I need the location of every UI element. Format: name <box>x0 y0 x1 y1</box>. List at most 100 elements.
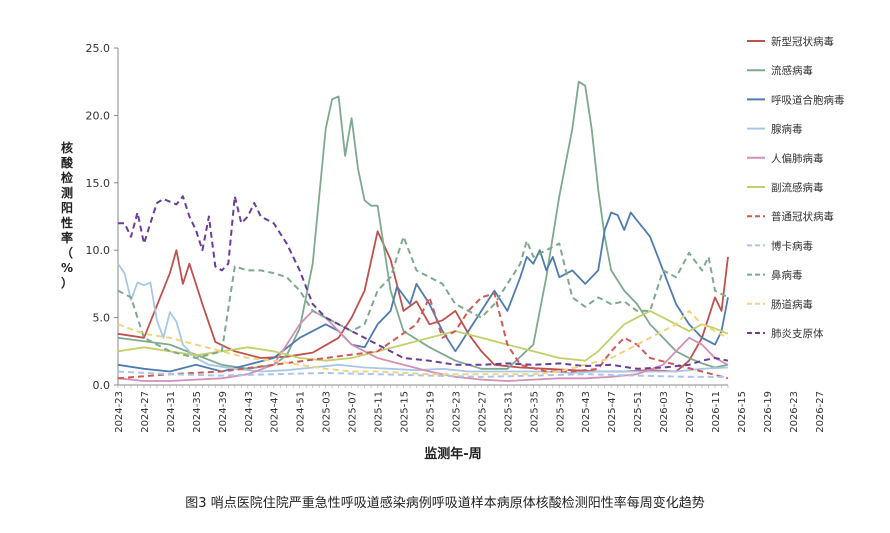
legend-label: 呼吸道合胞病毒 <box>771 93 845 106</box>
x-tick: 2026-15 <box>737 391 748 433</box>
x-tick-label: 2025-47 <box>607 391 618 433</box>
y-axis-label-char: 率 <box>61 230 73 245</box>
x-tick-label: 2024-27 <box>140 391 151 433</box>
x-tick-label: 2025-35 <box>529 391 540 433</box>
y-tick-label: 25.0 <box>86 42 111 55</box>
legend-label: 新型冠状病毒 <box>771 35 834 48</box>
y-axis-label-char: 检 <box>61 170 73 185</box>
x-tick-label: 2025-51 <box>633 391 644 433</box>
x-tick: 2025-27 <box>477 391 488 433</box>
series-line <box>118 195 729 370</box>
x-tick: 2025-43 <box>581 391 592 433</box>
x-axis-label: 监测年-周 <box>424 446 481 462</box>
legend-label: 博卡病毒 <box>771 239 813 252</box>
x-tick: 2025-51 <box>633 391 644 433</box>
x-tick-label: 2025-23 <box>451 391 462 433</box>
x-tick: 2025-39 <box>555 391 566 433</box>
series-line <box>117 211 729 373</box>
x-tick-label: 2024-51 <box>296 391 307 433</box>
y-tick-label: 20.0 <box>86 109 111 122</box>
legend-label: 鼻病毒 <box>771 269 803 282</box>
x-tick: 2024-35 <box>192 391 203 433</box>
chart: 0.05.010.015.020.025.0 2024-23 2024-27 202… <box>60 35 845 462</box>
x-tick: 2024-51 <box>296 391 307 433</box>
x-tick-label: 2026-11 <box>711 391 722 433</box>
x-tick-label: 2025-31 <box>503 391 514 433</box>
x-tick: 2024-31 <box>166 391 177 433</box>
x-tick-label: 2025-11 <box>374 391 385 433</box>
series-lines <box>117 80 729 382</box>
x-tick: 2025-07 <box>348 391 359 433</box>
legend-label: 肠道病毒 <box>771 298 813 311</box>
x-tick: 2024-47 <box>270 391 281 433</box>
x-tick-label: 2026-19 <box>763 391 774 433</box>
axes <box>114 47 729 388</box>
x-tick-label: 2026-07 <box>685 391 696 433</box>
x-tick: 2026-27 <box>815 391 826 433</box>
y-axis-label-char: 核 <box>61 140 73 155</box>
x-tick-label: 2025-39 <box>555 391 566 433</box>
x-tick-label: 2024-47 <box>270 391 281 433</box>
series-line <box>117 263 729 374</box>
x-tick: 2026-03 <box>659 391 670 433</box>
x-tick-label: 2025-07 <box>348 391 359 433</box>
x-tick-label: 2026-23 <box>789 391 800 433</box>
x-tick-label: 2026-15 <box>737 391 748 433</box>
y-tick-label: 0.0 <box>93 379 111 392</box>
x-tick-label: 2026-27 <box>815 391 826 433</box>
x-tick-label: 2025-27 <box>477 391 488 433</box>
x-tick: 2025-03 <box>322 391 333 433</box>
y-axis-label-char: ） <box>61 275 73 290</box>
y-tick-label: 5.0 <box>93 312 111 325</box>
x-tick: 2025-35 <box>529 391 540 433</box>
x-tick: 2025-23 <box>451 391 462 433</box>
x-tick: 2024-27 <box>140 391 151 433</box>
x-tick-label: 2024-39 <box>218 391 229 433</box>
x-tick-label: 2024-31 <box>166 391 177 433</box>
x-tick-label: 2025-15 <box>400 391 411 433</box>
y-tick-label: 15.0 <box>86 177 111 190</box>
legend: 新型冠状病毒流感病毒呼吸道合胞病毒腺病毒人偏肺病毒副流感病毒普通冠状病毒博卡病毒… <box>747 35 845 340</box>
legend-label: 副流感病毒 <box>771 181 824 194</box>
figure-caption: 图3 哨点医院住院严重急性呼吸道感染病例呼吸道样本病原体核酸检测阳性率每周变化趋… <box>185 496 705 511</box>
legend-label: 流感病毒 <box>771 64 813 77</box>
legend-label: 肺炎支原体 <box>771 328 824 340</box>
x-tick-label: 2025-43 <box>581 391 592 433</box>
legend-label: 普通冠状病毒 <box>771 210 834 223</box>
x-tick: 2026-11 <box>711 391 722 433</box>
y-tick-labels: 0.0 5.0 10.0 15.0 20.0 25.0 <box>86 42 111 392</box>
legend-label: 人偏肺病毒 <box>771 152 824 165</box>
x-tick: 2026-19 <box>763 391 774 433</box>
series-line <box>117 370 728 378</box>
x-tick-label: 2024-23 <box>114 391 125 433</box>
y-axis-label-char: 测 <box>61 185 73 200</box>
x-tick-label: 2025-03 <box>322 391 333 433</box>
y-axis-label-char: 酸 <box>61 155 74 170</box>
x-tick: 2025-31 <box>503 391 514 433</box>
y-axis-label-char: 性 <box>60 215 73 230</box>
x-tick: 2024-23 <box>114 391 125 433</box>
y-axis-label-char: % <box>61 261 73 275</box>
x-tick-labels: 2024-23 2024-27 2024-31 2024-35 2024-39 2024-… <box>114 391 826 433</box>
x-tick-label: 2025-19 <box>425 391 436 433</box>
y-axis-label-char: （ <box>61 245 73 260</box>
series-line <box>117 309 729 376</box>
y-axis-label: 核酸检测阳性率（%） <box>60 140 74 290</box>
x-tick: 2026-07 <box>685 391 696 433</box>
x-tick: 2024-39 <box>218 391 229 433</box>
x-tick: 2024-43 <box>244 391 255 433</box>
y-axis-label-char: 阳 <box>61 200 73 215</box>
x-tick-label: 2024-43 <box>244 391 255 433</box>
x-tick: 2025-47 <box>607 391 618 433</box>
x-tick: 2025-19 <box>425 391 436 433</box>
x-tick: 2025-15 <box>400 391 411 433</box>
x-tick: 2025-11 <box>374 391 385 433</box>
series-line <box>117 309 729 382</box>
series-line <box>117 292 729 380</box>
series-line <box>117 230 729 373</box>
legend-label: 腺病毒 <box>771 123 803 136</box>
series-line <box>117 309 729 362</box>
y-tick-label: 10.0 <box>86 244 111 257</box>
x-tick: 2026-23 <box>789 391 800 433</box>
x-tick-label: 2026-03 <box>659 391 670 433</box>
